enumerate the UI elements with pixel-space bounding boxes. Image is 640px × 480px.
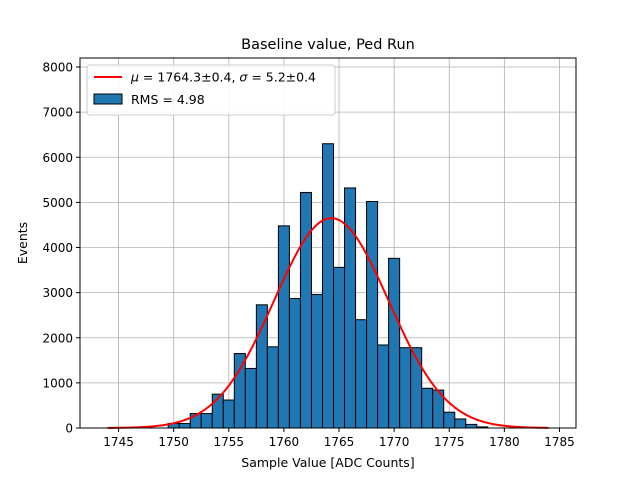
x-tick-label: 1785 bbox=[544, 435, 575, 449]
histogram-bar bbox=[443, 411, 456, 429]
plot-area-frame bbox=[79, 57, 577, 429]
histogram-bar bbox=[388, 257, 401, 429]
x-tick-label: 1750 bbox=[158, 435, 189, 449]
legend-hist-swatch bbox=[93, 93, 123, 105]
y-tick-label: 3000 bbox=[42, 286, 73, 300]
histogram-bar bbox=[377, 344, 390, 429]
y-tick-label: 7000 bbox=[42, 106, 73, 120]
x-tick-label: 1765 bbox=[324, 435, 355, 449]
x-axis-label: Sample Value [ADC Counts] bbox=[241, 455, 414, 470]
legend-sigma-value: 5.2±0.4 bbox=[266, 70, 316, 85]
histogram-bar bbox=[399, 347, 412, 429]
legend-box bbox=[86, 64, 336, 116]
histogram-bar bbox=[288, 298, 301, 429]
y-tick-label: 6000 bbox=[42, 151, 73, 165]
histogram-bar bbox=[321, 143, 335, 429]
x-tick-label: 1775 bbox=[434, 435, 465, 449]
x-axis-ticks: 1745 1750 1755 1760 1765 1770 1775 1780 1785 bbox=[103, 428, 575, 449]
x-tick-label: 1780 bbox=[489, 435, 520, 449]
histogram-bar bbox=[421, 387, 434, 429]
histogram-bar bbox=[244, 367, 257, 429]
legend-mu-symbol: μ = bbox=[130, 70, 157, 85]
y-axis-ticks: 0 1000 2000 3000 4000 5000 6000 7000 8000 bbox=[42, 61, 80, 436]
histogram-bar bbox=[255, 304, 268, 429]
gaussian-fit-line bbox=[107, 217, 549, 429]
histogram-bar bbox=[310, 293, 323, 429]
y-tick-label: 8000 bbox=[42, 61, 73, 75]
histogram-bar bbox=[465, 423, 478, 429]
y-axis-label: Events bbox=[15, 222, 30, 264]
legend-sigma-symbol: σ = bbox=[239, 70, 265, 85]
histogram-bar bbox=[299, 191, 312, 429]
x-tick-label: 1755 bbox=[214, 435, 245, 449]
legend-mu-value: 1764.3±0.4, bbox=[157, 70, 239, 85]
x-tick-label: 1760 bbox=[269, 435, 300, 449]
y-tick-label: 1000 bbox=[42, 376, 73, 390]
histogram-bar bbox=[333, 266, 346, 429]
legend-fit-label: μ = 1764.3±0.4, σ = 5.2±0.4 bbox=[130, 70, 316, 85]
histogram-bar bbox=[266, 346, 279, 429]
y-tick-label: 4000 bbox=[42, 241, 73, 255]
histogram-bar bbox=[277, 225, 290, 429]
x-tick-label: 1770 bbox=[379, 435, 410, 449]
x-tick-label: 1745 bbox=[103, 435, 134, 449]
y-tick-label: 5000 bbox=[42, 196, 73, 210]
y-tick-label: 0 bbox=[65, 422, 73, 436]
histogram-bar bbox=[178, 422, 191, 429]
histogram-bar bbox=[454, 418, 467, 429]
histogram-bars bbox=[167, 143, 489, 429]
y-tick-label: 2000 bbox=[42, 331, 73, 345]
histogram-bar bbox=[222, 399, 235, 429]
histogram-bar bbox=[355, 319, 368, 429]
histogram-bar bbox=[200, 413, 213, 429]
histogram-bar bbox=[366, 200, 379, 429]
chart-title: Baseline value, Ped Run bbox=[241, 37, 415, 53]
legend-hist-label: RMS = 4.98 bbox=[131, 92, 205, 107]
legend: μ = 1764.3±0.4, σ = 5.2±0.4 RMS = 4.98 bbox=[86, 64, 336, 116]
